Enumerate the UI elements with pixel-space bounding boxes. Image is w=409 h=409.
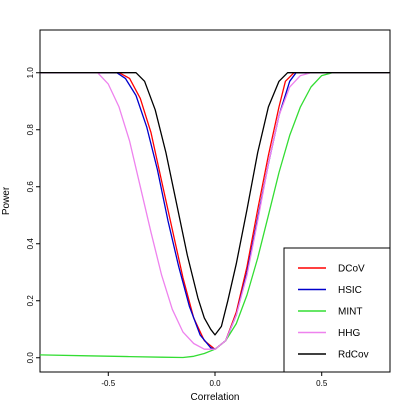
y-tick-label: 0.2 [26,295,35,307]
legend-label-hsic: HSIC [338,285,362,296]
x-tick-label: -0.5 [101,379,115,388]
y-tick-label: 0.8 [26,124,35,136]
x-axis-label: Correlation [191,392,240,403]
legend-label-hhg: HHG [338,328,360,339]
x-tick-label: 0.5 [316,379,328,388]
y-axis: 0.0 0.2 0.4 0.6 0.8 1.0 [26,67,40,364]
legend-label-rdcov: RdCov [338,350,369,361]
series-lines [39,72,390,359]
legend: DCoV HSIC MINT HHG RdCov [283,247,391,373]
series-line-hhg [40,72,390,350]
series-line-mint [39,72,390,359]
legend-label-mint: MINT [338,307,362,318]
y-tick-label: 0.4 [26,238,35,250]
y-tick-label: 0.6 [26,181,35,193]
y-tick-label: 0.0 [26,352,35,364]
x-tick-label: 0.0 [209,379,221,388]
legend-label-dcov: DCoV [338,264,365,275]
series-line-rdcov [40,72,390,336]
y-tick-label: 1.0 [26,67,35,79]
x-axis: -0.5 0.0 0.5 [101,372,328,388]
y-axis-label: Power [1,186,12,215]
